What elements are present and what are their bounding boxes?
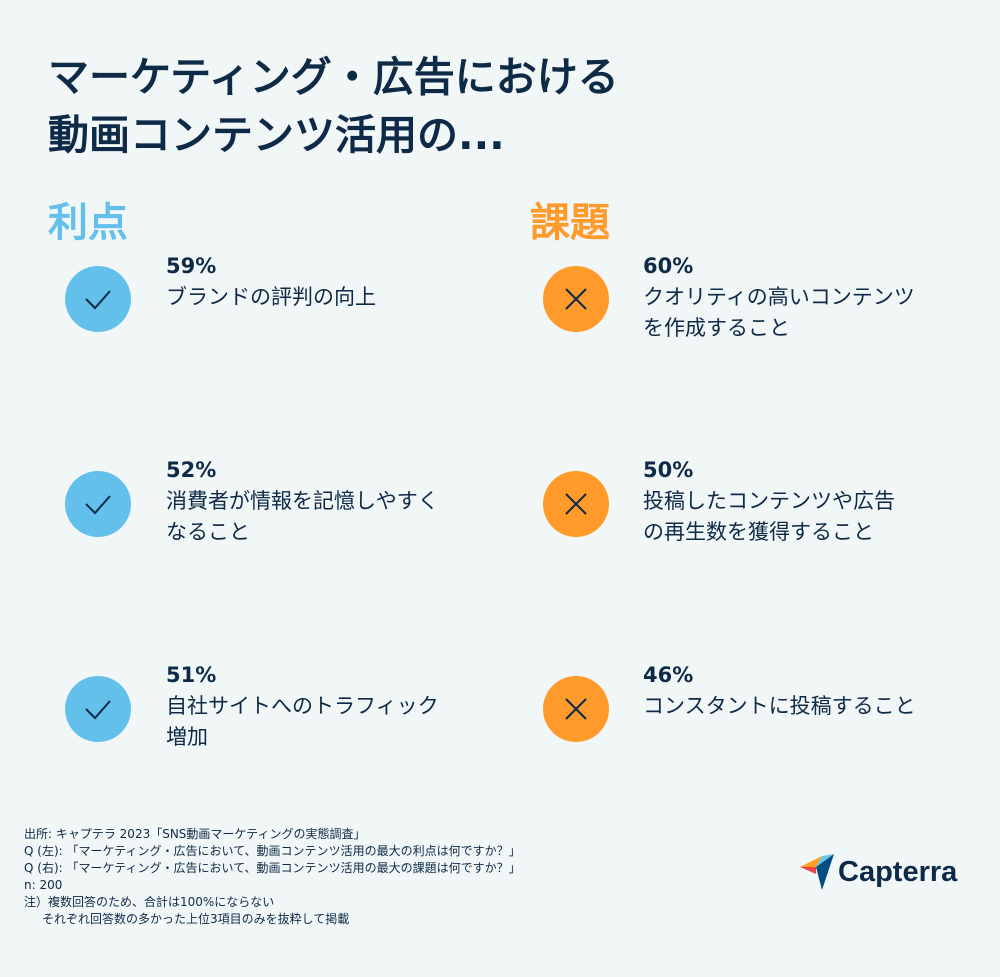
- capterra-logo: Capterra: [800, 854, 957, 890]
- footnote: 出所: キャプテラ 2023「SNS動画マーケティングの実態調査」 Q (左):…: [24, 826, 521, 928]
- check-icon: [65, 676, 131, 742]
- footnote-note-continued: それぞれ回答数の多かった上位3項目のみを抜粋して掲載: [42, 912, 350, 926]
- cross-icon: [543, 471, 609, 537]
- benefit-percent: 52%: [166, 458, 217, 482]
- capterra-logo-icon: [800, 854, 834, 890]
- check-icon: [65, 266, 131, 332]
- challenges-heading: 課題: [530, 200, 610, 246]
- capterra-logo-text: Capterra: [838, 855, 958, 888]
- challenge-label: 投稿したコンテンツや広告 の再生数を獲得すること: [643, 489, 895, 544]
- benefit-label: ブランドの評判の向上: [166, 285, 376, 309]
- footnote-sample-size: n: 200: [24, 878, 63, 892]
- footnote-question-left: Q (左): 「マーケティング・広告において、動画コンテンツ活用の最大の利点は何…: [24, 844, 521, 858]
- challenge-label: クオリティの高いコンテンツ を作成すること: [643, 285, 915, 340]
- title-line-1: マーケティング・広告における: [48, 53, 619, 101]
- footnote-question-right: Q (右): 「マーケティング・広告において、動画コンテンツ活用の最大の課題は何…: [24, 861, 521, 875]
- benefit-label: 消費者が情報を記憶しやすく なること: [166, 489, 439, 544]
- challenge-percent: 60%: [643, 254, 694, 278]
- benefit-percent: 51%: [166, 663, 217, 687]
- challenge-percent: 50%: [643, 458, 694, 482]
- footnote-source: 出所: キャプテラ 2023「SNS動画マーケティングの実態調査」: [24, 827, 366, 841]
- cross-icon: [543, 266, 609, 332]
- challenge-percent: 46%: [643, 663, 694, 687]
- check-icon: [65, 471, 131, 537]
- title-line-2: 動画コンテンツ活用の...: [48, 111, 505, 159]
- page-title: マーケティング・広告における 動画コンテンツ活用の...: [48, 48, 619, 164]
- challenge-label: コンスタントに投稿すること: [643, 694, 916, 718]
- cross-icon: [543, 676, 609, 742]
- benefit-percent: 59%: [166, 254, 217, 278]
- footnote-note: 注）複数回答のため、合計は100%にならない: [24, 895, 275, 909]
- benefit-label: 自社サイトへのトラフィック 増加: [166, 694, 439, 749]
- benefits-heading: 利点: [48, 200, 128, 246]
